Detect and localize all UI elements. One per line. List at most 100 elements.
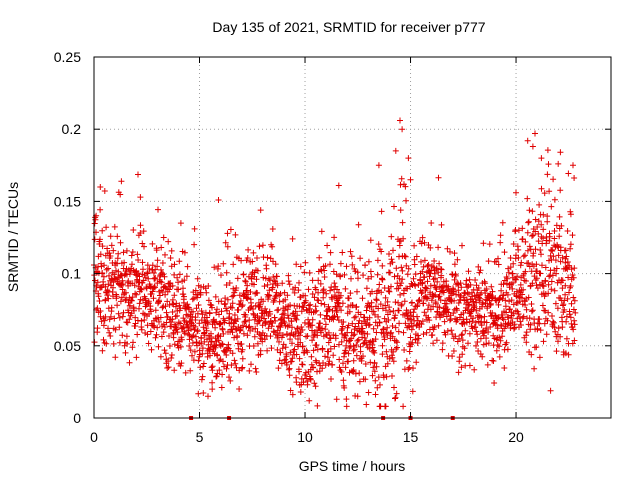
data-point bbox=[412, 282, 419, 289]
data-point bbox=[279, 345, 286, 352]
data-point bbox=[496, 353, 503, 360]
data-point bbox=[331, 343, 338, 350]
data-point bbox=[387, 330, 394, 337]
data-point bbox=[307, 376, 314, 383]
data-point bbox=[169, 316, 176, 323]
data-point bbox=[287, 302, 294, 309]
data-point bbox=[551, 196, 558, 203]
data-point bbox=[213, 318, 220, 325]
data-point bbox=[337, 273, 344, 280]
data-point bbox=[459, 337, 466, 344]
data-point bbox=[216, 311, 222, 318]
data-point bbox=[567, 283, 574, 289]
data-point bbox=[445, 283, 452, 290]
data-point bbox=[111, 315, 118, 322]
data-point bbox=[323, 312, 330, 319]
data-point bbox=[334, 286, 340, 293]
data-point bbox=[301, 269, 308, 276]
data-point bbox=[152, 334, 159, 341]
data-point bbox=[162, 350, 169, 357]
data-point bbox=[97, 236, 103, 243]
data-point bbox=[393, 390, 400, 397]
data-point bbox=[345, 358, 352, 365]
data-point bbox=[161, 347, 168, 354]
data-point bbox=[536, 354, 543, 361]
y-tick-label: 0.15 bbox=[54, 193, 81, 209]
data-point bbox=[349, 302, 356, 309]
data-point bbox=[405, 155, 412, 162]
data-point bbox=[499, 219, 506, 226]
data-point bbox=[275, 306, 282, 313]
data-point bbox=[535, 218, 542, 225]
data-point bbox=[355, 275, 361, 282]
data-point bbox=[123, 333, 130, 340]
data-point bbox=[332, 335, 339, 342]
data-point bbox=[154, 263, 161, 270]
data-point bbox=[372, 391, 379, 398]
data-point bbox=[374, 271, 381, 278]
data-point bbox=[538, 221, 545, 228]
data-point bbox=[463, 277, 470, 284]
data-point bbox=[515, 293, 522, 300]
data-point bbox=[163, 285, 169, 292]
data-point bbox=[397, 117, 403, 124]
data-point bbox=[213, 373, 220, 380]
data-point bbox=[353, 342, 360, 348]
data-point bbox=[552, 257, 559, 264]
data-point bbox=[246, 323, 253, 330]
data-point bbox=[140, 266, 146, 273]
data-point bbox=[152, 266, 159, 273]
data-point bbox=[359, 325, 366, 332]
data-point bbox=[293, 351, 300, 358]
data-point bbox=[555, 338, 561, 345]
data-point bbox=[315, 277, 322, 284]
data-point bbox=[386, 304, 393, 311]
data-point bbox=[216, 357, 223, 364]
data-point bbox=[328, 376, 334, 382]
data-point bbox=[126, 271, 133, 278]
data-point bbox=[189, 352, 195, 359]
data-point bbox=[343, 263, 350, 270]
data-point bbox=[382, 403, 389, 410]
data-point bbox=[494, 342, 501, 348]
data-point bbox=[272, 293, 279, 300]
data-point bbox=[383, 373, 390, 380]
data-point bbox=[263, 265, 270, 272]
data-point bbox=[356, 370, 363, 377]
data-point bbox=[566, 311, 573, 318]
data-point bbox=[461, 345, 468, 352]
data-point bbox=[174, 329, 181, 336]
data-point bbox=[131, 282, 138, 289]
data-point bbox=[380, 374, 387, 381]
data-point bbox=[311, 380, 318, 387]
data-point bbox=[298, 324, 305, 330]
y-tick-label: 0.05 bbox=[54, 338, 81, 354]
data-point bbox=[111, 223, 118, 230]
data-point bbox=[394, 344, 400, 351]
data-point bbox=[555, 160, 562, 167]
data-point bbox=[552, 328, 559, 335]
data-point bbox=[242, 318, 249, 325]
data-point bbox=[375, 313, 382, 320]
data-point bbox=[532, 216, 539, 223]
data-point bbox=[229, 329, 236, 336]
data-point bbox=[343, 403, 350, 410]
data-point bbox=[403, 197, 409, 204]
data-point bbox=[570, 162, 576, 169]
data-point bbox=[522, 302, 529, 308]
data-point bbox=[447, 317, 453, 324]
data-point bbox=[506, 298, 513, 305]
data-point bbox=[248, 361, 254, 368]
data-point bbox=[317, 280, 324, 287]
data-point bbox=[321, 267, 328, 274]
data-point bbox=[289, 324, 295, 331]
data-point bbox=[533, 261, 540, 268]
data-point bbox=[191, 241, 198, 248]
data-point bbox=[196, 320, 203, 327]
data-point bbox=[309, 316, 316, 323]
data-point bbox=[515, 311, 522, 317]
data-point bbox=[330, 268, 337, 275]
data-point bbox=[538, 155, 545, 162]
data-point bbox=[341, 271, 348, 278]
data-point bbox=[524, 247, 531, 254]
